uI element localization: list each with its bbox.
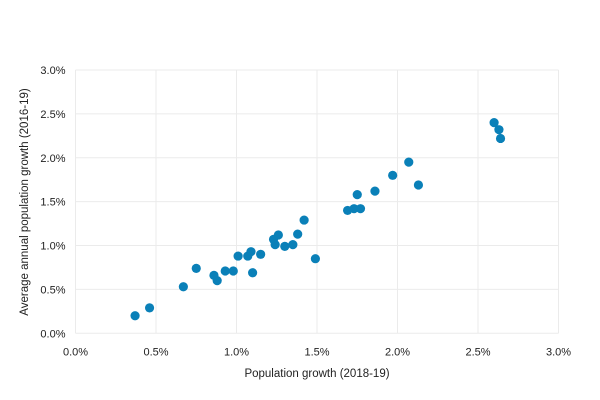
y-axis-ticks: 0.0% 0.5% 1.0% 1.5% 2.0% 2.5% 3.0% — [40, 65, 65, 340]
data-point — [349, 204, 359, 214]
data-point — [191, 263, 201, 273]
y-tick-label: 1.5% — [40, 197, 65, 209]
data-point — [270, 240, 280, 250]
x-tick-label: 2.5% — [465, 346, 490, 358]
data-point — [489, 118, 499, 128]
data-point — [299, 215, 309, 225]
data-point — [178, 282, 188, 292]
data-point — [404, 157, 414, 167]
data-point — [280, 241, 290, 252]
data-point — [288, 240, 298, 250]
data-point — [246, 247, 256, 257]
data-point — [370, 186, 380, 196]
x-tick-label: 1.0% — [224, 346, 249, 358]
y-tick-label: 0.5% — [40, 284, 65, 296]
y-tick-label: 2.0% — [40, 153, 65, 165]
data-point — [495, 133, 506, 144]
y-tick-label: 1.0% — [40, 241, 65, 253]
x-axis-ticks: 0.0% 0.5% 1.0% 1.5% 2.0% 2.5% 3.0% — [63, 346, 571, 358]
data-point — [256, 249, 266, 259]
grid — [75, 69, 559, 334]
data-point — [352, 190, 362, 200]
y-tick-label: 2.5% — [40, 109, 65, 121]
data-point — [220, 266, 230, 276]
data-points — [130, 118, 506, 321]
y-tick-label: 3.0% — [40, 65, 65, 77]
data-point — [293, 229, 303, 239]
data-point — [228, 266, 238, 276]
data-point — [388, 170, 398, 180]
data-point — [310, 254, 320, 264]
x-axis-label: Population growth (2018-19) — [244, 368, 389, 380]
y-tick-label: 0.0% — [40, 328, 65, 340]
x-tick-label: 0.5% — [143, 346, 168, 358]
data-point — [494, 125, 504, 135]
data-point — [413, 180, 424, 190]
data-point — [130, 311, 140, 321]
data-point — [355, 204, 366, 214]
y-axis-label: Average annual population growth (2016-1… — [19, 88, 31, 316]
data-point — [273, 230, 283, 240]
data-point — [144, 303, 155, 313]
x-tick-label: 0.0% — [63, 346, 88, 358]
x-tick-label: 1.5% — [304, 346, 329, 358]
data-point — [248, 268, 258, 278]
x-tick-label: 2.0% — [385, 346, 410, 358]
data-point — [212, 276, 222, 286]
data-point — [233, 251, 243, 261]
x-tick-label: 3.0% — [546, 346, 571, 358]
